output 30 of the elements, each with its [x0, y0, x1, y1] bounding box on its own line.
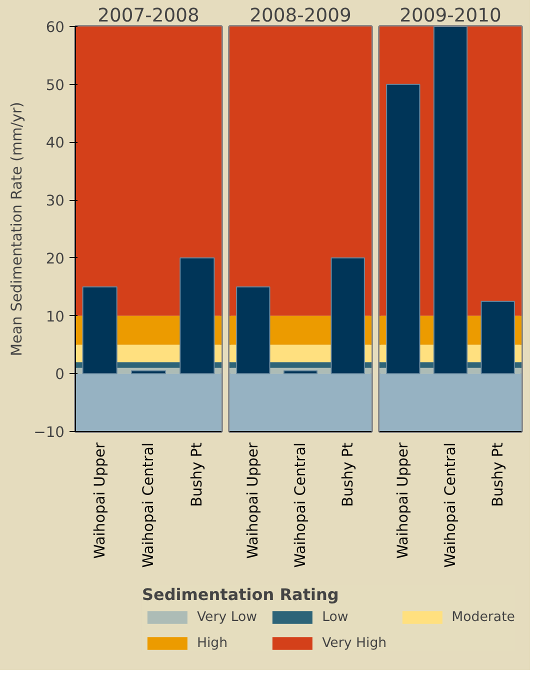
y-tick-label: 10 [46, 308, 65, 326]
legend-label: Low [322, 610, 348, 624]
legend-label: High [196, 636, 228, 650]
x-tick-label: Waihopai Upper [244, 442, 262, 559]
bar [82, 286, 118, 374]
y-tick-label: −10 [34, 424, 65, 441]
bar [180, 257, 215, 374]
chart-title: 2007-2008 [98, 6, 200, 26]
x-tick-label: Bushy Pt [489, 442, 506, 507]
x-tick-label: Waihopai Upper [91, 442, 108, 559]
bar [130, 370, 166, 374]
y-tick-label: 30 [46, 192, 65, 210]
x-tick-label: Waihopai Central [442, 442, 459, 568]
chart-title: 2009-2010 [400, 6, 502, 26]
y-tick-label: 0 [55, 366, 65, 384]
legend-label: Moderate [452, 610, 515, 624]
x-tick-label: Bushy Pt [188, 442, 206, 507]
x-tick-label: Waihopai Central [292, 442, 309, 568]
x-tick-label: Waihopai Central [140, 442, 157, 568]
chart-title: 2008-2009 [250, 6, 352, 26]
x-tick-label: Waihopai Upper [394, 442, 412, 559]
y-tick-label: 60 [46, 19, 65, 36]
y-axis-title: Mean Sedimentation Rate (mm/yr) [8, 102, 26, 356]
y-tick-label: 20 [46, 250, 65, 268]
legend-title: Sedimentation Rating [142, 585, 340, 604]
x-tick-label: Bushy Pt [339, 442, 356, 507]
y-tick-label: 40 [46, 134, 65, 152]
y-tick-label: 50 [46, 76, 65, 94]
legend-label: Very Low [196, 610, 258, 624]
legend-label: Very High [322, 636, 387, 650]
